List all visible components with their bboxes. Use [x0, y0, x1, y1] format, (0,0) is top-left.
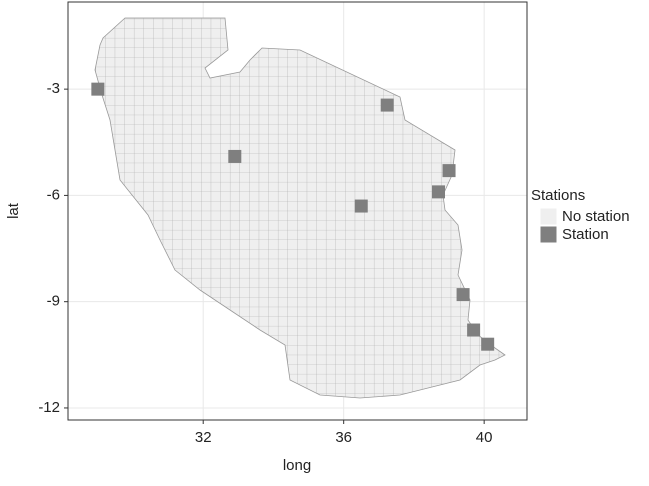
station-cell — [228, 149, 242, 163]
station-cell — [467, 323, 481, 337]
x-axis-title: long — [283, 457, 311, 474]
y-tick-label: -12 — [38, 399, 60, 416]
x-tick-label: 36 — [335, 429, 352, 446]
panel-border — [67, 1, 528, 421]
y-axis-title: lat — [5, 202, 22, 219]
y-tick-label: -6 — [47, 186, 60, 203]
y-tick-label: -3 — [47, 80, 60, 97]
station-cell — [432, 185, 446, 199]
country-cells — [94, 17, 506, 399]
station-cell — [380, 98, 394, 112]
station-cell — [456, 288, 470, 302]
legend-key — [539, 207, 558, 226]
legend-key — [539, 225, 558, 244]
station-cell — [481, 337, 495, 351]
station-cell — [442, 164, 456, 178]
x-tick-label: 32 — [195, 429, 212, 446]
y-tick-label: -9 — [47, 293, 60, 310]
station-cell — [91, 82, 105, 96]
legend-label: Station — [562, 226, 609, 243]
legend-title: Stations — [531, 187, 585, 204]
x-tick-label: 40 — [476, 429, 493, 446]
station-cell — [354, 199, 368, 213]
legend-label: No station — [562, 208, 630, 225]
